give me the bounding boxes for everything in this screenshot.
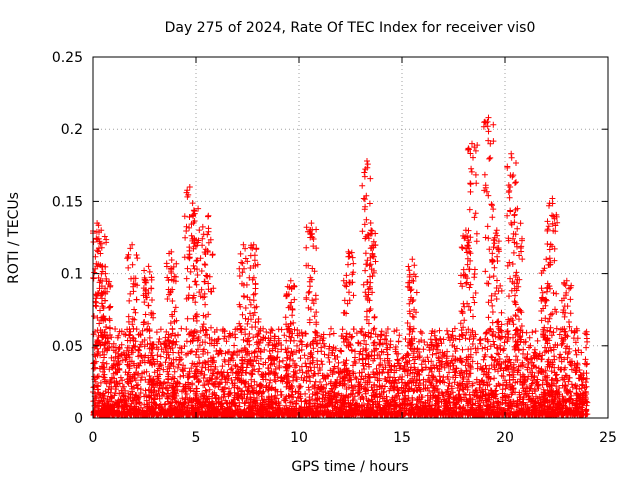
y-tick-label: 0.25 <box>52 50 83 66</box>
y-tick-label: 0 <box>74 411 83 427</box>
chart-title: Day 275 of 2024, Rate Of TEC Index for r… <box>165 20 536 36</box>
plot-frame <box>92 56 609 419</box>
y-axis-label: ROTI / TECUs <box>6 192 22 284</box>
y-tick-label: 0.1 <box>61 267 83 283</box>
x-tick-label: 0 <box>89 430 98 446</box>
x-tick-label: 20 <box>496 430 514 446</box>
x-tick-label: 25 <box>599 430 617 446</box>
data-point <box>90 114 591 419</box>
y-tick-label: 0.2 <box>61 122 83 138</box>
x-tick-label: 10 <box>290 430 308 446</box>
x-tick-label: 5 <box>192 430 201 446</box>
x-tick-label: 15 <box>393 430 411 446</box>
y-tick-label: 0.15 <box>52 194 83 210</box>
y-tick-label: 0.05 <box>52 339 83 355</box>
points-layer <box>90 114 591 419</box>
ticks-layer: 0 5 10 15 20 25 0 0.05 0.1 0.15 0.2 0.25 <box>52 50 617 446</box>
x-axis-label: GPS time / hours <box>291 459 408 475</box>
